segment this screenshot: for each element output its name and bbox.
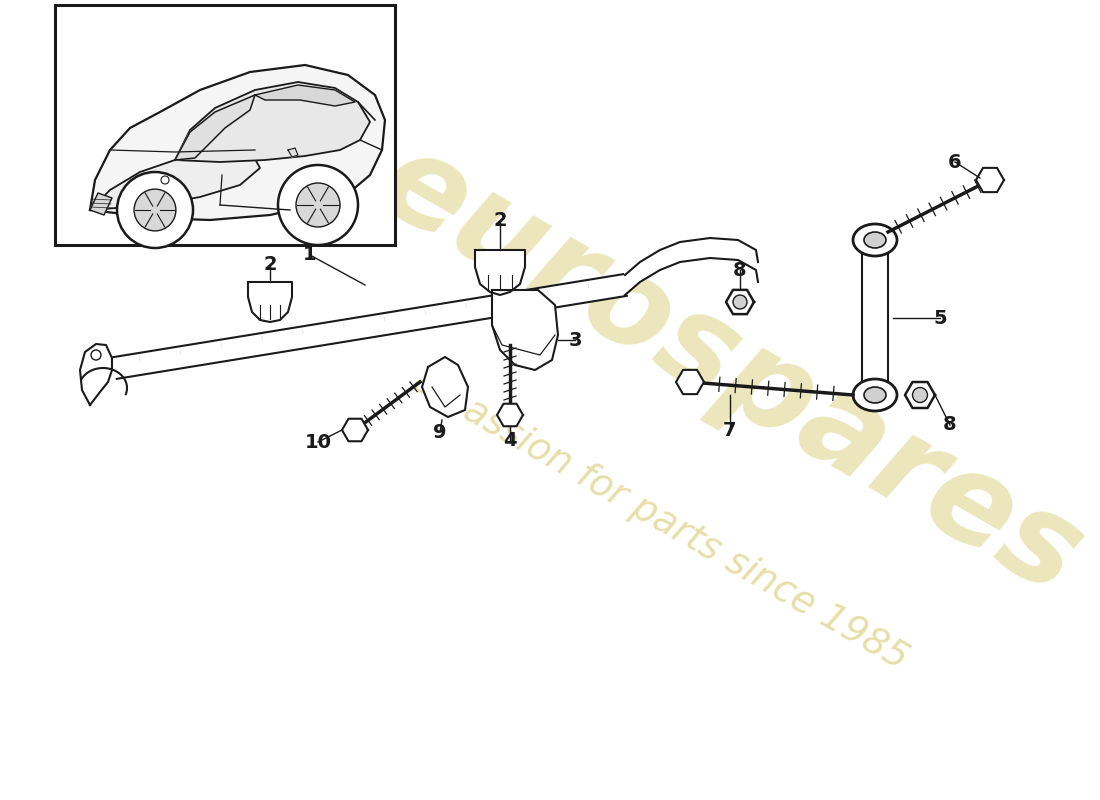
Circle shape xyxy=(913,387,927,402)
Text: 5: 5 xyxy=(933,309,947,327)
Polygon shape xyxy=(175,95,255,160)
Polygon shape xyxy=(90,65,385,220)
Polygon shape xyxy=(625,238,758,295)
Text: 4: 4 xyxy=(503,430,517,450)
Text: 1: 1 xyxy=(304,246,317,265)
Polygon shape xyxy=(905,382,935,408)
Circle shape xyxy=(134,189,176,231)
Polygon shape xyxy=(255,85,355,106)
Polygon shape xyxy=(726,290,754,314)
Polygon shape xyxy=(475,250,525,295)
Text: 2: 2 xyxy=(493,210,507,230)
Polygon shape xyxy=(113,274,627,379)
Ellipse shape xyxy=(852,379,896,411)
Polygon shape xyxy=(342,418,369,442)
Text: 8: 8 xyxy=(943,415,957,434)
Polygon shape xyxy=(288,148,298,157)
Polygon shape xyxy=(80,344,112,405)
Bar xyxy=(55,5,395,245)
Circle shape xyxy=(117,172,192,248)
Ellipse shape xyxy=(852,224,896,256)
Polygon shape xyxy=(248,282,292,322)
Polygon shape xyxy=(90,193,112,215)
Text: a passion for parts since 1985: a passion for parts since 1985 xyxy=(406,363,914,677)
Text: 6: 6 xyxy=(948,153,961,171)
Polygon shape xyxy=(175,82,370,162)
Circle shape xyxy=(91,350,101,360)
Text: 9: 9 xyxy=(433,422,447,442)
Polygon shape xyxy=(492,290,558,370)
Polygon shape xyxy=(862,240,888,395)
Circle shape xyxy=(733,295,747,309)
Text: 8: 8 xyxy=(734,261,747,279)
Ellipse shape xyxy=(864,232,886,248)
Text: 7: 7 xyxy=(724,421,737,439)
Polygon shape xyxy=(90,150,260,210)
Polygon shape xyxy=(976,168,1004,192)
Ellipse shape xyxy=(864,387,886,403)
Text: 3: 3 xyxy=(569,330,582,350)
Circle shape xyxy=(278,165,358,245)
Text: eurospares: eurospares xyxy=(358,120,1100,620)
Circle shape xyxy=(296,183,340,227)
Polygon shape xyxy=(676,370,704,394)
Polygon shape xyxy=(497,404,522,426)
Polygon shape xyxy=(422,357,468,417)
Circle shape xyxy=(161,176,169,184)
Text: 10: 10 xyxy=(305,433,331,451)
Text: 2: 2 xyxy=(263,255,277,274)
